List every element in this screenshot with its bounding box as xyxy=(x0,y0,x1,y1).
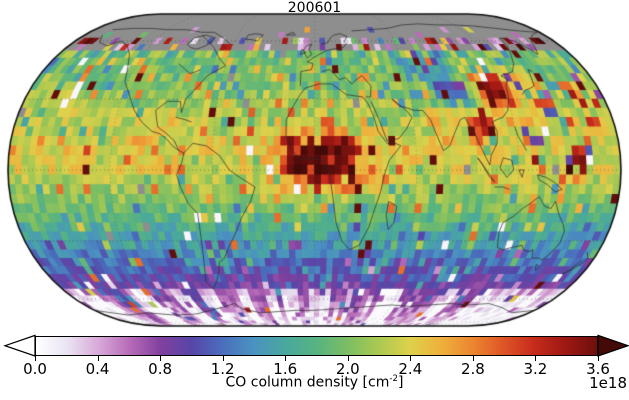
colorbar-tick xyxy=(472,356,474,361)
co-map-canvas xyxy=(0,0,629,332)
colorbar-tick-label: 0.0 xyxy=(23,360,47,378)
colorbar-tick-label: 3.6 xyxy=(586,360,610,378)
colorbar-tick xyxy=(97,356,99,361)
colorbar-tick xyxy=(598,356,599,361)
colorbar-exponent: 1e18 xyxy=(589,374,627,392)
colorbar-tick-label: 1.2 xyxy=(210,360,235,378)
colorbar-over-arrow xyxy=(597,334,629,357)
colorbar-under-arrow xyxy=(3,334,36,357)
colorbar-tick xyxy=(410,356,412,361)
colorbar-tick-label: 1.6 xyxy=(273,360,298,378)
colorbar-label: CO column density [cm-2] xyxy=(0,374,629,391)
colorbar-tick xyxy=(160,356,162,361)
colorbar-tick xyxy=(285,356,287,361)
colorbar-tick xyxy=(35,356,36,361)
colorbar-label-close: ] xyxy=(398,374,404,391)
colorbar-tick-label: 2.8 xyxy=(460,360,485,378)
colorbar-tick-label: 3.2 xyxy=(523,360,548,378)
colorbar-tick-label: 0.8 xyxy=(148,360,173,378)
colorbar-tick xyxy=(347,356,349,361)
colorbar-label-superscript: -2 xyxy=(389,374,398,384)
colorbar-tick xyxy=(222,356,224,361)
colorbar-label-text: CO column density [cm xyxy=(225,374,390,391)
colorbar-tick xyxy=(535,356,537,361)
colorbar-tick-label: 0.4 xyxy=(85,360,110,378)
colorbar-tick-label: 2.4 xyxy=(398,360,423,378)
colorbar-gradient xyxy=(35,336,598,356)
colorbar-tick-label: 2.0 xyxy=(335,360,360,378)
